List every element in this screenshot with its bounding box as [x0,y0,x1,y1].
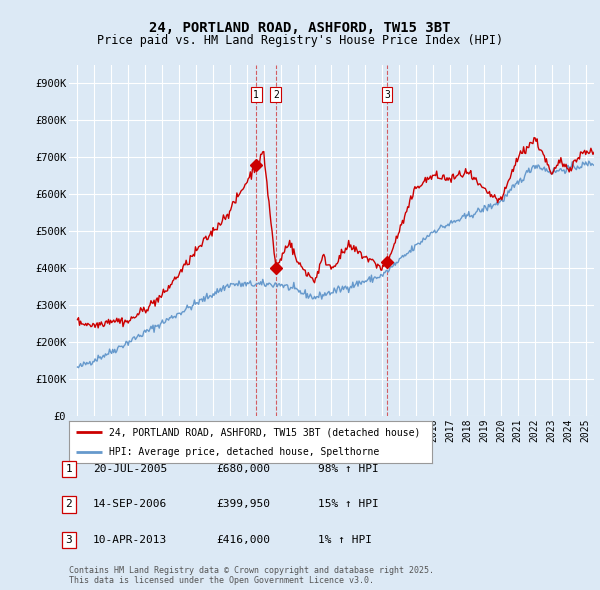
Text: Contains HM Land Registry data © Crown copyright and database right 2025.
This d: Contains HM Land Registry data © Crown c… [69,566,434,585]
Text: Price paid vs. HM Land Registry's House Price Index (HPI): Price paid vs. HM Land Registry's House … [97,34,503,47]
Text: £680,000: £680,000 [216,464,270,474]
Text: 2: 2 [65,500,73,509]
Text: HPI: Average price, detached house, Spelthorne: HPI: Average price, detached house, Spel… [109,447,379,457]
Text: 15% ↑ HPI: 15% ↑ HPI [318,500,379,509]
Text: 1% ↑ HPI: 1% ↑ HPI [318,535,372,545]
Text: 24, PORTLAND ROAD, ASHFORD, TW15 3BT: 24, PORTLAND ROAD, ASHFORD, TW15 3BT [149,21,451,35]
Text: 2: 2 [273,90,279,100]
Text: £416,000: £416,000 [216,535,270,545]
Text: 1: 1 [253,90,259,100]
Text: £399,950: £399,950 [216,500,270,509]
Text: 14-SEP-2006: 14-SEP-2006 [93,500,167,509]
Text: 1: 1 [65,464,73,474]
Text: 3: 3 [65,535,73,545]
Text: 10-APR-2013: 10-APR-2013 [93,535,167,545]
Text: 20-JUL-2005: 20-JUL-2005 [93,464,167,474]
Text: 24, PORTLAND ROAD, ASHFORD, TW15 3BT (detached house): 24, PORTLAND ROAD, ASHFORD, TW15 3BT (de… [109,427,421,437]
Text: 3: 3 [384,90,390,100]
Text: 98% ↑ HPI: 98% ↑ HPI [318,464,379,474]
